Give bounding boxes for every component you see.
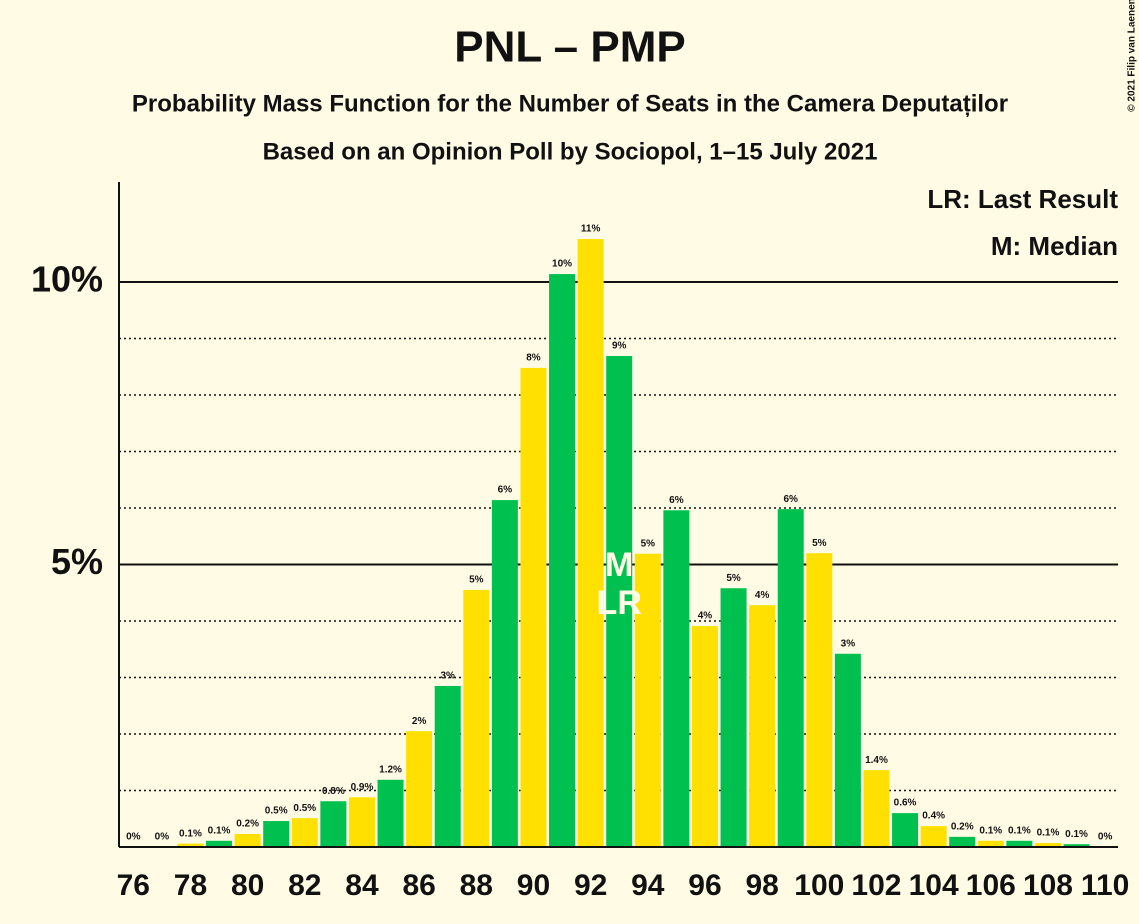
bar [463,589,490,847]
x-tick-label: 100 [794,869,844,902]
bar [920,826,947,847]
value-label: 1.4% [865,755,888,766]
bar [1063,844,1090,847]
bar [406,731,433,847]
x-tick-label: 96 [688,869,721,902]
value-label: 2% [412,716,427,727]
bar [320,801,347,847]
x-tick-label: 78 [174,869,207,902]
y-tick-label: 5% [51,541,103,582]
value-label: 10% [552,259,572,270]
bar [177,843,204,847]
x-tick-label: 80 [231,869,264,902]
bar [291,818,318,847]
value-label: 9% [612,341,627,352]
annotation: LR [597,584,642,622]
bar [520,367,547,847]
x-tick-label: 76 [117,869,150,902]
value-label: 0.5% [265,806,288,817]
bar [720,588,747,847]
value-label: 0.1% [208,825,231,836]
x-tick-label: 82 [288,869,321,902]
value-label: 0.1% [1065,829,1088,840]
bar [1006,840,1033,847]
value-label: 6% [669,495,684,506]
value-label: 3% [440,671,455,682]
value-label: 5% [641,538,656,549]
x-tick-label: 92 [574,869,607,902]
value-label: 0.1% [1037,828,1060,839]
value-label: 3% [841,638,856,649]
value-label: 1.2% [379,764,402,775]
bar [749,605,776,847]
x-tick-label: 94 [631,869,665,902]
x-tick-label: 84 [345,869,379,902]
value-label: 8% [526,353,541,364]
x-tick-label: 110 [1081,869,1129,902]
bar [977,840,1004,847]
value-label: 6% [783,494,798,505]
bar [892,813,919,847]
value-label: 0.1% [979,825,1002,836]
x-tick-label: 104 [909,869,959,902]
bar [806,553,833,847]
chart-title: PNL – PMP [454,23,685,72]
bar [634,553,661,847]
bar [491,500,518,847]
value-label: 0% [1098,832,1113,843]
x-tick-label: 86 [402,869,435,902]
legend-entry: M: Median [991,231,1118,261]
x-tick-label: 88 [460,869,493,902]
bar [377,779,404,847]
value-label: 0.1% [1008,825,1031,836]
value-label: 0.4% [922,811,945,822]
bar [777,509,804,847]
bar [234,834,261,847]
bar [434,685,461,847]
copyright: © 2021 Filip van Laenen [1127,0,1138,112]
value-label: 6% [498,485,513,496]
legend-entry: LR: Last Result [927,184,1118,214]
x-tick-label: 98 [745,869,778,902]
bar [577,239,604,847]
bar [691,626,718,847]
value-label: 5% [812,538,827,549]
bar [663,510,690,847]
value-label: 4% [698,611,713,622]
bar [606,356,633,847]
x-tick-label: 108 [1023,869,1073,902]
bar [949,836,976,847]
value-label: 5% [469,575,484,586]
value-label: 0.2% [951,821,974,832]
x-tick-label: 106 [966,869,1016,902]
chart-subtitle: Based on an Opinion Poll by Sociopol, 1–… [263,138,878,165]
value-label: 0% [155,832,170,843]
chart-subtitle: Probability Mass Function for the Number… [132,90,1008,117]
value-label: 0% [126,832,141,843]
value-label: 5% [726,573,741,584]
value-label: 0.8% [322,786,345,797]
x-tick-label: 90 [517,869,550,902]
bar [834,653,861,847]
value-label: 0.5% [293,803,316,814]
y-tick-label: 10% [31,259,103,300]
bar [263,821,290,847]
x-tick-label: 102 [851,869,901,902]
value-label: 4% [755,590,770,601]
value-label: 0.9% [351,782,374,793]
bar [348,797,375,847]
bar [549,274,576,847]
bar [1034,843,1061,847]
bar [863,770,890,847]
bar [206,840,233,847]
value-label: 11% [581,224,601,235]
value-label: 0.1% [179,828,202,839]
annotation: M [605,546,633,584]
value-label: 0.6% [894,798,917,809]
value-label: 0.2% [236,819,259,830]
